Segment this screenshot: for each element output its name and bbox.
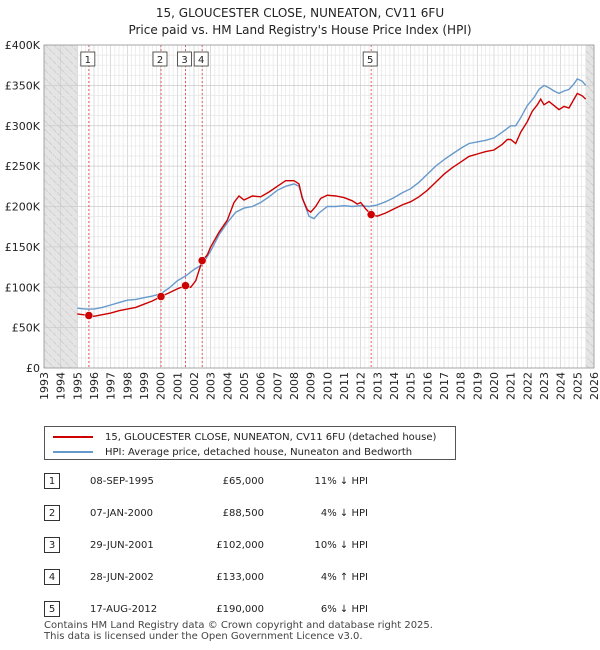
x-tick-label: 2005 — [238, 372, 251, 400]
chart-title: 15, GLOUCESTER CLOSE, NUNEATON, CV11 6FU — [156, 6, 444, 20]
y-tick-label: £400K — [5, 39, 41, 52]
x-tick-label: 1995 — [71, 372, 84, 400]
sale-point — [84, 311, 94, 320]
x-tick-label: 2012 — [355, 372, 368, 400]
x-tick-label: 2022 — [521, 372, 534, 400]
x-tick-label: 1998 — [121, 372, 134, 400]
sale-price: £102,000 — [216, 540, 264, 551]
series-line-property — [77, 92, 587, 318]
x-tick-label: 2016 — [421, 372, 434, 400]
sale-date: 08-SEP-1995 — [90, 476, 154, 487]
x-tick-label: 2009 — [305, 372, 318, 400]
x-tick-label: 1996 — [88, 372, 101, 400]
sale-hpi-diff: 6% ↓ HPI — [320, 604, 368, 615]
x-tick-label: 2024 — [555, 372, 568, 400]
sale-point — [156, 292, 166, 301]
sale-number-badge: 4 — [44, 569, 60, 585]
x-tick-label: 2023 — [538, 372, 551, 400]
sale-number-badge: 5 — [44, 601, 60, 617]
legend-item-hpi: HPI: Average price, detached house, Nune… — [53, 445, 412, 459]
sale-number-label: 2 — [157, 55, 163, 66]
y-tick-label: £50K — [12, 322, 41, 335]
y-tick-label: £0 — [26, 362, 40, 375]
price-chart: 15, GLOUCESTER CLOSE, NUNEATON, CV11 6FU… — [5, 6, 600, 400]
sale-point — [181, 281, 190, 290]
x-tick-label: 2001 — [171, 372, 184, 400]
x-tick-label: 2018 — [455, 372, 468, 400]
x-tick-label: 2006 — [255, 372, 268, 400]
x-tick-label: 2021 — [505, 372, 518, 400]
plot-border — [43, 44, 595, 369]
sale-point — [197, 256, 207, 265]
x-tick-label: 1999 — [138, 372, 151, 400]
x-tick-label: 2017 — [438, 372, 451, 400]
sale-number-label: 4 — [198, 55, 204, 66]
table-row: 3 29-JUN-2001 £102,000 10% ↓ HPI — [44, 536, 384, 556]
series-line-hpi — [77, 78, 587, 310]
x-tick-label: 2020 — [488, 372, 501, 400]
sale-number-box — [152, 51, 168, 67]
legend-item-property: 15, GLOUCESTER CLOSE, NUNEATON, CV11 6FU… — [53, 430, 436, 444]
y-tick-label: £350K — [5, 79, 41, 92]
sale-number-box — [80, 51, 96, 67]
x-tick-label: 2008 — [288, 372, 301, 400]
x-tick-label: 2014 — [388, 372, 401, 400]
x-tick-label: 2019 — [471, 372, 484, 400]
x-tick-label: 2015 — [405, 372, 418, 400]
x-tick-label: 2025 — [571, 372, 584, 400]
table-row: 2 07-JAN-2000 £88,500 4% ↓ HPI — [44, 504, 384, 524]
chart-subtitle: Price paid vs. HM Land Registry's House … — [128, 23, 471, 37]
legend-label-hpi: HPI: Average price, detached house, Nune… — [105, 446, 413, 458]
y-tick-label: £150K — [5, 241, 41, 254]
sale-number-badge: 3 — [44, 537, 60, 553]
sale-number-label: 3 — [181, 55, 187, 66]
table-row: 4 28-JUN-2002 £133,000 4% ↑ HPI — [44, 568, 384, 588]
sale-date: 17-AUG-2012 — [90, 604, 158, 615]
x-tick-label: 2007 — [271, 372, 284, 400]
sale-number-label: 1 — [85, 55, 91, 66]
x-tick-label: 2026 — [588, 372, 600, 400]
x-tick-label: 1994 — [55, 372, 68, 400]
sale-number-box — [193, 51, 209, 67]
table-row: 5 17-AUG-2012 £190,000 6% ↓ HPI — [44, 600, 384, 620]
x-tick-label: 2004 — [221, 372, 234, 400]
x-tick-label: 2003 — [205, 372, 218, 400]
sale-price: £88,500 — [222, 508, 264, 519]
legend-label-property: 15, GLOUCESTER CLOSE, NUNEATON, CV11 6FU… — [105, 431, 437, 443]
sale-number-box — [177, 51, 192, 67]
y-tick-label: £200K — [5, 201, 41, 214]
sale-point — [366, 210, 376, 219]
x-tick-label: 1997 — [105, 372, 118, 400]
x-tick-label: 1993 — [38, 372, 51, 400]
sale-hpi-diff: 11% ↓ HPI — [314, 476, 368, 487]
sale-number-label: 5 — [367, 55, 373, 66]
y-tick-label: £300K — [5, 120, 41, 133]
legend-swatch-hpi — [53, 451, 93, 453]
x-tick-label: 2010 — [321, 372, 334, 400]
sale-date: 07-JAN-2000 — [90, 508, 154, 519]
sale-date: 28-JUN-2002 — [90, 572, 154, 583]
sale-hpi-diff: 4% ↑ HPI — [320, 572, 368, 583]
x-tick-label: 2002 — [188, 372, 201, 400]
sale-price: £190,000 — [216, 604, 264, 615]
sale-date: 29-JUN-2001 — [90, 540, 154, 551]
footer-line-1: Contains HM Land Registry data © Crown c… — [44, 620, 433, 631]
footer-line-2: This data is licensed under the Open Gov… — [44, 631, 363, 642]
x-tick-label: 2000 — [155, 372, 168, 400]
sale-number-box — [362, 51, 378, 67]
footer-attribution: Contains HM Land Registry data © Crown c… — [44, 620, 433, 642]
x-tick-label: 2011 — [338, 372, 351, 400]
sale-price: £133,000 — [216, 572, 264, 583]
sale-hpi-diff: 4% ↓ HPI — [320, 508, 368, 519]
legend-swatch-property — [53, 436, 93, 438]
sale-number-badge: 1 — [44, 473, 60, 489]
sale-hpi-diff: 10% ↓ HPI — [314, 540, 368, 551]
sale-price: £65,000 — [222, 476, 264, 487]
y-tick-label: £100K — [5, 281, 41, 294]
y-tick-label: £250K — [5, 160, 41, 173]
sale-number-badge: 2 — [44, 505, 60, 521]
x-tick-label: 2013 — [371, 372, 384, 400]
chart-legend: 15, GLOUCESTER CLOSE, NUNEATON, CV11 6FU… — [44, 426, 456, 460]
table-row: 1 08-SEP-1995 £65,000 11% ↓ HPI — [44, 472, 384, 492]
